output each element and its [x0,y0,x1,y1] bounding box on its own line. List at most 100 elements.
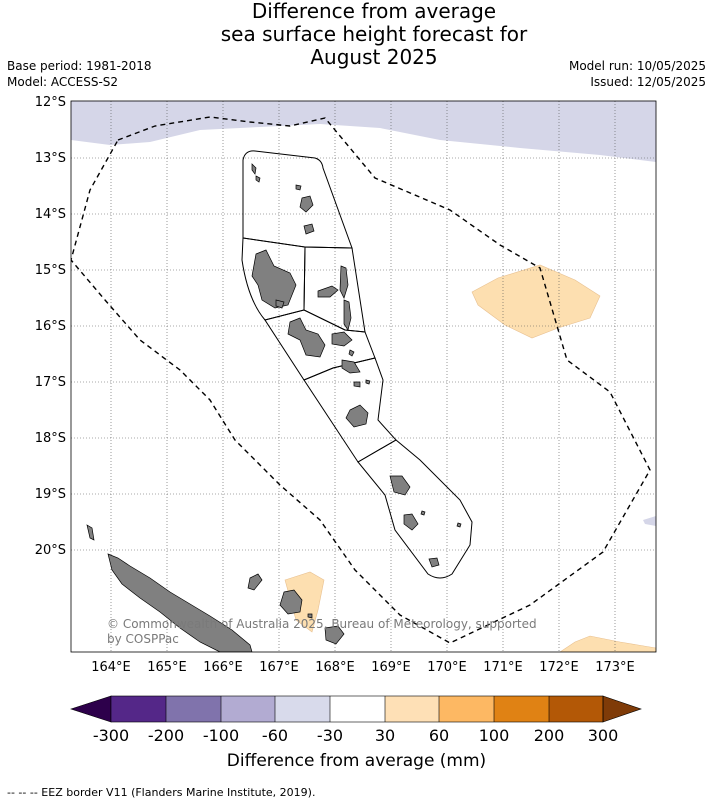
island-maewo [339,265,349,299]
province-torba [242,150,353,249]
lon-label: 171°E [483,660,523,675]
anomaly-east-edge-patch [643,516,656,526]
province-boundaries [241,150,473,579]
lat-label: 17°S [35,375,66,390]
colorbar-ticks: -300 -200 -100 -60 -30 30 60 100 200 300 [93,726,618,745]
new-caledonia [86,524,345,652]
lat-label: 20°S [35,543,66,558]
colorbar-tick: -60 [262,726,288,745]
meta-left: Base period: 1981-2018 Model: ACCESS-S2 [7,58,152,90]
base-period: Base period: 1981-2018 [7,59,152,73]
island-tanna [403,513,419,531]
colorbar-tick: -300 [93,726,129,745]
colorbar-bin [166,696,221,722]
lon-label: 170°E [427,660,467,675]
colorbar-tick: 60 [429,726,449,745]
colorbar-tick: -200 [148,726,184,745]
colorbar-tick: -100 [203,726,239,745]
chart-title: Difference from average sea surface heig… [0,0,713,69]
colorbar-tick: 300 [588,726,619,745]
lon-label: 168°E [315,660,355,675]
colorbar-tick: -30 [317,726,343,745]
lat-label: 12°S [35,95,66,110]
copyright-line-2: by COSPPac [107,632,179,646]
lon-label: 167°E [259,660,299,675]
colorbar-min-extend [70,695,112,723]
island-malo [275,299,285,309]
island-aneityum [428,557,440,568]
meta-right: Model run: 10/05/2025 Issued: 12/05/2025 [569,58,706,90]
colorbar-bin [111,696,166,722]
colorbar-bin [439,696,494,722]
model-run: Model run: 10/05/2025 [568,59,706,73]
island-malekula [287,317,326,358]
gridlines [71,101,656,652]
island-erromango [389,475,411,496]
copyright-line-1: © Commonwealth of Australia 2025, Bureau… [107,617,537,631]
island-mare [324,625,345,645]
island-gaua [303,223,315,235]
map-area [71,101,656,652]
colorbar-tick: 100 [479,726,510,745]
colorbar-bin [330,696,385,722]
island-vanua-lava [299,195,314,213]
vanuatu-islands [251,163,462,568]
model-name: Model: ACCESS-S2 [7,75,119,89]
title-line-1: Difference from average [251,0,497,23]
colorbar-max-extend [602,695,642,723]
anomaly-south-patch [284,571,325,633]
lat-label: 14°S [35,207,66,222]
colorbar-frame [110,695,604,723]
island-tongoa [353,381,361,388]
lat-label: 19°S [35,487,66,502]
lat-label: 13°S [35,151,66,166]
lon-label: 172°E [539,660,579,675]
lon-label: 164°E [91,660,131,675]
colorbar-tick: 30 [375,726,395,745]
title-line-3: August 2025 [310,45,438,69]
island-torres [251,163,257,175]
island-ambae [317,285,339,298]
colorbar-bin [549,696,603,722]
island-ouvea [247,573,263,591]
lat-label: 18°S [35,431,66,446]
eez-footnote: -- -- -- EEZ border V11 (Flanders Marine… [7,786,316,799]
island-espiritu-santo [251,249,297,309]
island-ureparapara [295,184,302,191]
lon-labels: 164°E 165°E 166°E 167°E 168°E 169°E 170°… [91,660,635,675]
colorbar-tick: 200 [534,726,565,745]
island-efate [345,404,369,428]
lat-labels: 12°S 13°S 14°S 15°S 16°S 17°S 18°S 19°S … [35,95,66,558]
lon-label: 173°E [595,660,635,675]
province-tafea [357,439,473,579]
lon-label: 169°E [371,660,411,675]
colorbar-dividers [165,696,550,722]
island-belep [86,524,95,541]
map-frame [70,100,657,653]
colorbar-label: Difference from average (mm) [226,751,487,771]
issued-date: Issued: 12/05/2025 [590,75,706,89]
copyright-notice: © Commonwealth of Australia 2025, Bureau… [107,617,537,647]
lat-label: 15°S [35,263,66,278]
colorbar-bin [494,696,549,722]
colorbar-bin [221,696,275,722]
island-grande-terre [107,553,253,652]
anomaly-east-patch [471,264,601,339]
island-shepherds [365,379,371,385]
colorbar-bin [275,696,330,722]
lon-label: 165°E [147,660,187,675]
colorbar-bin [385,696,439,722]
anomaly-north-band [71,101,656,162]
island-tiga [307,613,313,619]
title-line-2: sea surface height forecast for [220,22,528,46]
colorbar: -300 -200 -100 -60 -30 30 60 100 200 300 [70,695,642,745]
anomaly-southeast-patch [559,635,656,652]
island-ambrym [331,331,353,347]
island-aniwa [420,510,426,516]
lon-label: 166°E [203,660,243,675]
island-lifou [279,589,303,615]
eez-border [71,116,651,644]
island-futuna [456,522,462,528]
lat-label: 16°S [35,319,66,334]
